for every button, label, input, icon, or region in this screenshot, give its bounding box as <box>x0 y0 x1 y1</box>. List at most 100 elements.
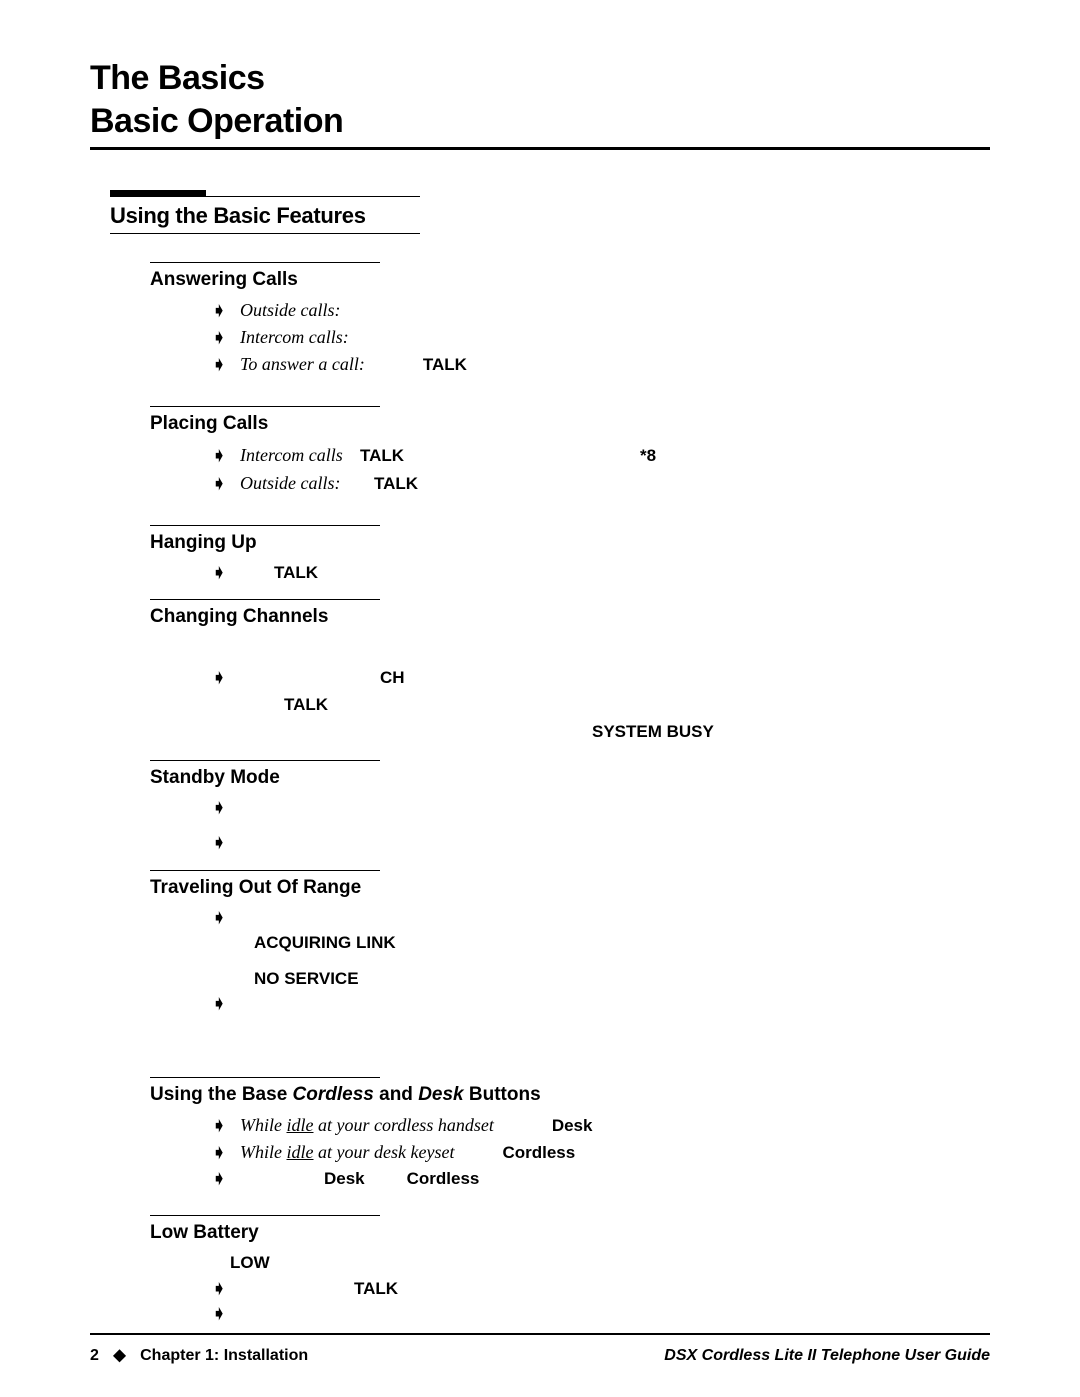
hanging-up-block: Hanging Up ➧ TALK <box>150 525 990 586</box>
answering-bullets: ➧ Outside calls: ➧ Intercom calls: ➧ To … <box>212 297 990 378</box>
key-label: TALK <box>284 691 328 718</box>
range-bullets: ➧ ACQUIRING LINK NO SERVICE ➧ <box>212 905 990 1017</box>
footer: 2 ◆ Chapter 1: Installation DSX Cordless… <box>90 1345 990 1365</box>
bullet-icon: ➧ <box>212 1276 226 1302</box>
key-label: TALK <box>360 442 420 469</box>
answering-calls-block: Answering Calls ➧ Outside calls: ➧ Inter… <box>150 262 990 378</box>
key-label: TALK <box>354 1276 398 1302</box>
code-label: *8 <box>640 442 656 469</box>
sub-rule <box>150 262 380 263</box>
placing-calls-block: Placing Calls ➧ Intercom calls TALK *8 ➧… <box>150 406 990 497</box>
key-label: TALK <box>274 560 318 586</box>
list-item: ➧ <box>212 795 990 821</box>
list-item: ➧ Desk Cordless <box>212 1166 990 1192</box>
out-of-range-block: Traveling Out Of Range ➧ ACQUIRING LINK … <box>150 870 990 1017</box>
section-heading-wrap: Using the Basic Features <box>110 190 420 234</box>
key-label: TALK <box>374 471 418 497</box>
bullet-icon: ➧ <box>212 560 226 586</box>
list-item: NO SERVICE <box>254 966 990 992</box>
bullet-icon: ➧ <box>212 905 226 931</box>
base-bullets: ➧ While idle at your cordless handset De… <box>212 1112 990 1192</box>
sub-rule <box>150 760 380 761</box>
heading-part: Using the Base <box>150 1084 293 1105</box>
chapter-title-line1: The Basics <box>90 60 990 97</box>
diamond-icon: ◆ <box>113 1347 125 1364</box>
list-item: SYSTEM BUSY <box>212 718 990 745</box>
range-heading: Traveling Out Of Range <box>150 877 990 899</box>
standby-mode-block: Standby Mode ➧ ➧ <box>150 760 990 856</box>
channels-heading: Changing Channels <box>150 606 990 628</box>
footer-rule <box>90 1333 990 1335</box>
footer-left: 2 ◆ Chapter 1: Installation <box>90 1345 308 1365</box>
placing-bullets: ➧ Intercom calls TALK *8 ➧ Outside calls… <box>212 441 990 497</box>
answering-heading: Answering Calls <box>150 269 990 291</box>
bullet-text: Intercom calls: <box>240 324 349 351</box>
list-item: ➧ <box>212 991 990 1017</box>
list-item: ➧ Intercom calls: <box>212 324 990 351</box>
bullet-icon: ➧ <box>212 471 226 497</box>
sub-rule <box>150 870 380 871</box>
battery-bullets: LOW ➧ TALK ➧ <box>212 1250 990 1327</box>
bullet-icon: ➧ <box>212 664 226 691</box>
bullet-icon: ➧ <box>212 1113 226 1139</box>
hanging-heading: Hanging Up <box>150 532 990 554</box>
chapter-label: Chapter 1: Installation <box>140 1347 308 1364</box>
standby-heading: Standby Mode <box>150 767 990 789</box>
page-number: 2 <box>90 1347 99 1364</box>
key-label: CH <box>380 664 405 691</box>
bullet-text: Outside calls: <box>240 470 360 497</box>
list-item: ➧ While idle at your cordless handset De… <box>212 1112 990 1139</box>
bullet-text: Outside calls: <box>240 297 341 324</box>
base-heading: Using the Base Cordless and Desk Buttons <box>150 1084 990 1106</box>
key-label: Desk <box>552 1113 593 1139</box>
heading-italic: Desk <box>418 1084 463 1105</box>
chapter-title-line2: Basic Operation <box>90 103 990 140</box>
bullet-text: While idle at your desk keyset <box>240 1139 454 1166</box>
heading-part: Buttons <box>464 1084 541 1105</box>
bullet-icon: ➧ <box>212 991 226 1017</box>
list-item: ➧ <box>212 1301 990 1327</box>
list-item: LOW <box>212 1250 990 1276</box>
key-label: TALK <box>423 352 467 378</box>
status-label: ACQUIRING LINK <box>254 930 396 956</box>
section-bottom-rule <box>110 233 420 234</box>
sub-rule <box>150 406 380 407</box>
battery-heading: Low Battery <box>150 1222 990 1244</box>
list-item: ➧ CH <box>212 664 990 691</box>
placing-heading: Placing Calls <box>150 413 990 435</box>
low-battery-block: Low Battery LOW ➧ TALK ➧ <box>150 1215 990 1327</box>
changing-channels-block: Changing Channels ➧ CH TALK SYSTEM BUSY <box>150 599 990 746</box>
bullet-text: Intercom calls <box>240 441 360 470</box>
bullet-icon: ➧ <box>212 1140 226 1166</box>
bullet-icon: ➧ <box>212 795 226 821</box>
bullet-icon: ➧ <box>212 298 226 324</box>
list-item: ➧ TALK <box>212 560 990 586</box>
key-label: Desk <box>324 1166 365 1192</box>
bullet-icon: ➧ <box>212 442 226 469</box>
page: The Basics Basic Operation Using the Bas… <box>0 0 1080 1397</box>
sub-rule <box>150 525 380 526</box>
hanging-bullets: ➧ TALK <box>212 560 990 586</box>
channels-bullets: ➧ CH TALK SYSTEM BUSY <box>212 664 990 746</box>
list-item: ACQUIRING LINK <box>254 930 990 956</box>
section-heading: Using the Basic Features <box>110 197 420 233</box>
bullet-icon: ➧ <box>212 1166 226 1192</box>
list-item: ➧ Outside calls: <box>212 297 990 324</box>
bullet-icon: ➧ <box>212 352 226 378</box>
bullet-text: While idle at your cordless handset <box>240 1112 494 1139</box>
key-label: Cordless <box>502 1140 575 1166</box>
list-item: ➧ Intercom calls TALK *8 <box>212 441 990 470</box>
bullet-icon: ➧ <box>212 830 226 856</box>
base-buttons-block: Using the Base Cordless and Desk Buttons… <box>150 1077 990 1192</box>
status-label: LOW <box>230 1250 270 1276</box>
heading-italic: Cordless <box>293 1084 374 1105</box>
status-label: SYSTEM BUSY <box>592 718 714 745</box>
key-label: Cordless <box>407 1166 480 1192</box>
list-item: ➧ TALK <box>212 1276 990 1302</box>
sub-rule <box>150 1215 380 1216</box>
list-item: ➧ <box>212 905 990 931</box>
sub-rule <box>150 1077 380 1078</box>
content: Using the Basic Features Answering Calls… <box>90 150 990 1327</box>
bullet-icon: ➧ <box>212 1301 226 1327</box>
bullet-icon: ➧ <box>212 325 226 351</box>
